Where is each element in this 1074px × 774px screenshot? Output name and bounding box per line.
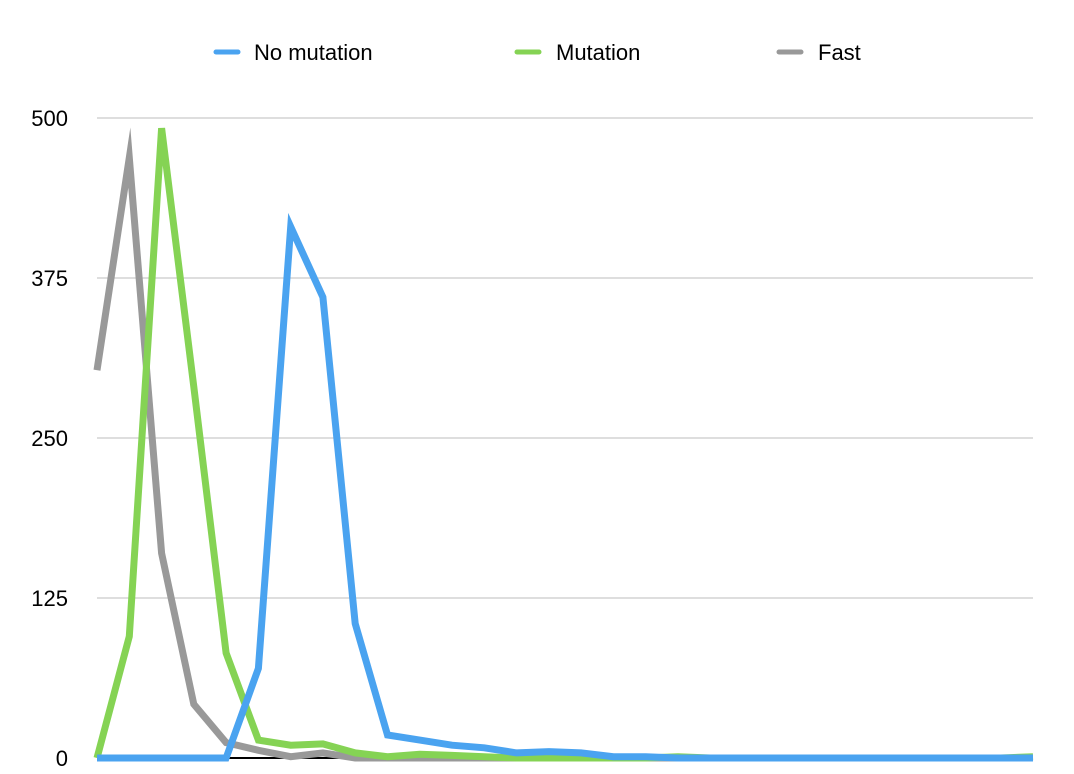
y-tick-label-250: 250 xyxy=(31,426,68,451)
gridlines xyxy=(97,117,1033,599)
legend: No mutation Mutation Fast xyxy=(213,40,861,65)
y-tick-label-0: 0 xyxy=(56,746,68,771)
y-tick-label-375: 375 xyxy=(31,266,68,291)
legend-label-no-mutation: No mutation xyxy=(254,40,373,65)
series-line-fast xyxy=(93,127,1033,762)
series-line-no-mutation xyxy=(97,212,1033,762)
legend-label-mutation: Mutation xyxy=(556,40,640,65)
series-line-mutation xyxy=(93,127,1034,762)
y-tick-label-500: 500 xyxy=(31,106,68,131)
y-axis-tick-labels: 0 125 250 375 500 xyxy=(31,106,68,771)
series-lines xyxy=(93,127,1034,762)
y-tick-label-125: 125 xyxy=(31,586,68,611)
legend-label-fast: Fast xyxy=(818,40,861,65)
